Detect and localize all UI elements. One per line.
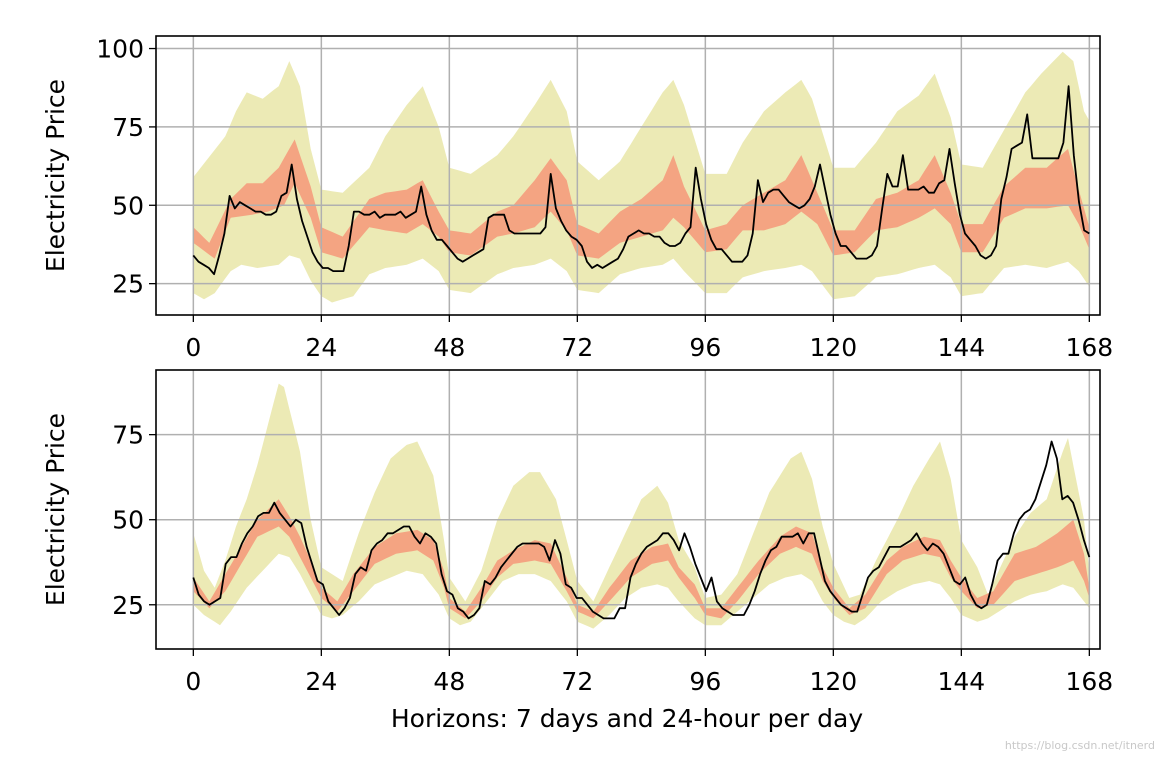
x-tick-label: 96 — [689, 333, 721, 362]
watermark: https://blog.csdn.net/itnerd — [1004, 739, 1155, 752]
y-tick-label: 25 — [112, 270, 144, 299]
x-tick-label: 24 — [305, 667, 337, 696]
x-tick-label: 0 — [185, 333, 201, 362]
inner-interval-band — [193, 139, 1090, 259]
axes-frame — [155, 35, 1101, 316]
x-tick-label: 168 — [1065, 333, 1113, 362]
y-axis-label: Electricity Price — [41, 79, 70, 272]
y-axis-label: Electricity Price — [41, 413, 70, 606]
x-tick-label: 72 — [561, 667, 593, 696]
x-tick-label: 144 — [937, 333, 985, 362]
y-tick-label: 50 — [112, 191, 144, 220]
bottom-chart: 0 24 48 72 96 120 144 168 25 50 75 Electricity Pric… — [41, 369, 1113, 696]
actual-price-line — [192, 440, 1091, 620]
x-tick-label: 48 — [433, 667, 465, 696]
y-tick-label: 75 — [112, 421, 144, 450]
top-chart: 0 24 48 72 96 120 144 168 25 50 75 100 Electricity P… — [41, 35, 1113, 362]
inner-interval-band — [193, 499, 1090, 619]
y-tick-label: 75 — [112, 113, 144, 142]
x-tick-label: 0 — [185, 667, 201, 696]
x-tick-label: 96 — [689, 667, 721, 696]
y-tick-label: 25 — [112, 591, 144, 620]
x-tick-label: 24 — [305, 333, 337, 362]
x-tick-label: 144 — [937, 667, 985, 696]
y-tick-label: 50 — [112, 506, 144, 535]
x-tick-label: 72 — [561, 333, 593, 362]
plot-area — [156, 370, 1100, 649]
x-tick-label: 168 — [1065, 667, 1113, 696]
x-tick-label: 120 — [809, 333, 857, 362]
outer-interval-band — [193, 383, 1090, 629]
x-axis-label: Horizons: 7 days and 24-hour per day — [391, 704, 863, 733]
x-tick-label: 48 — [433, 333, 465, 362]
axes-frame — [155, 369, 1101, 650]
outer-interval-band — [193, 51, 1090, 303]
x-tick-label: 120 — [809, 667, 857, 696]
y-tick-label: 100 — [96, 35, 144, 64]
actual-price-line — [192, 85, 1090, 276]
plot-area — [156, 36, 1100, 315]
